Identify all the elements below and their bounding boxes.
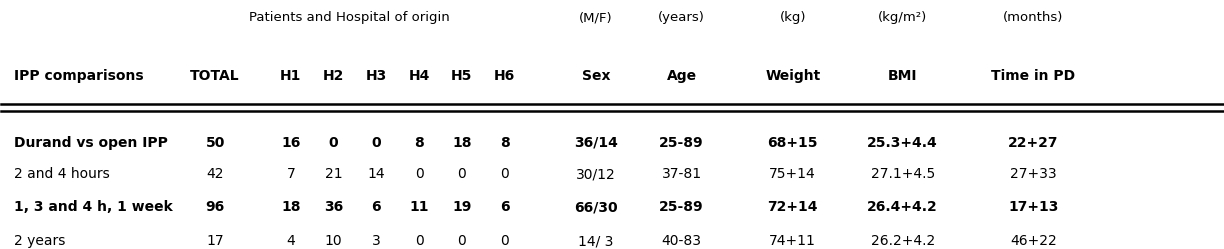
Text: 66/30: 66/30 [574,200,618,214]
Text: 0: 0 [329,136,338,150]
Text: (kg): (kg) [780,11,805,24]
Text: 7: 7 [286,167,295,182]
Text: Patients and Hospital of origin: Patients and Hospital of origin [248,11,449,24]
Text: 6: 6 [372,200,381,214]
Text: 0: 0 [415,167,424,182]
Text: 4: 4 [286,235,295,249]
Text: 8: 8 [499,136,509,150]
Text: (years): (years) [659,11,705,24]
Text: IPP comparisons: IPP comparisons [13,68,143,82]
Text: 72+14: 72+14 [767,200,818,214]
Text: Durand vs open IPP: Durand vs open IPP [13,136,168,150]
Text: 26.4+4.2: 26.4+4.2 [868,200,938,214]
Text: 0: 0 [458,235,466,249]
Text: 18: 18 [452,136,471,150]
Text: H1: H1 [280,68,301,82]
Text: 0: 0 [458,167,466,182]
Text: 40-83: 40-83 [662,235,701,249]
Text: 0: 0 [501,235,509,249]
Text: 3: 3 [372,235,381,249]
Text: 50: 50 [206,136,225,150]
Text: H4: H4 [409,68,430,82]
Text: 14/ 3: 14/ 3 [579,235,613,249]
Text: (months): (months) [1004,11,1064,24]
Text: 8: 8 [414,136,424,150]
Text: 36/14: 36/14 [574,136,618,150]
Text: 74+11: 74+11 [770,235,816,249]
Text: (kg/m²): (kg/m²) [878,11,928,24]
Text: TOTAL: TOTAL [190,68,240,82]
Text: 0: 0 [415,235,424,249]
Text: 46+22: 46+22 [1010,235,1056,249]
Text: 17: 17 [207,235,224,249]
Text: 1, 3 and 4 h, 1 week: 1, 3 and 4 h, 1 week [13,200,173,214]
Text: 16: 16 [282,136,301,150]
Text: 36: 36 [324,200,343,214]
Text: 26.2+4.2: 26.2+4.2 [870,235,935,249]
Text: 10: 10 [324,235,343,249]
Text: 17+13: 17+13 [1009,200,1059,214]
Text: 2 years: 2 years [13,235,65,249]
Text: H5: H5 [452,68,472,82]
Text: 19: 19 [452,200,471,214]
Text: 2 and 4 hours: 2 and 4 hours [13,167,109,182]
Text: 42: 42 [207,167,224,182]
Text: H6: H6 [494,68,515,82]
Text: Sex: Sex [581,68,611,82]
Text: 25.3+4.4: 25.3+4.4 [868,136,938,150]
Text: Weight: Weight [765,68,820,82]
Text: 0: 0 [501,167,509,182]
Text: 27+33: 27+33 [1010,167,1056,182]
Text: 6: 6 [499,200,509,214]
Text: 68+15: 68+15 [767,136,818,150]
Text: 30/12: 30/12 [577,167,616,182]
Text: 27.1+4.5: 27.1+4.5 [870,167,935,182]
Text: 14: 14 [367,167,386,182]
Text: H2: H2 [323,68,344,82]
Text: BMI: BMI [887,68,918,82]
Text: 21: 21 [324,167,343,182]
Text: Time in PD: Time in PD [991,68,1076,82]
Text: 37-81: 37-81 [661,167,701,182]
Text: 0: 0 [372,136,381,150]
Text: 25-89: 25-89 [660,200,704,214]
Text: 96: 96 [206,200,225,214]
Text: H3: H3 [366,68,387,82]
Text: (M/F): (M/F) [579,11,613,24]
Text: 22+27: 22+27 [1009,136,1059,150]
Text: 25-89: 25-89 [660,136,704,150]
Text: 75+14: 75+14 [770,167,816,182]
Text: 18: 18 [282,200,301,214]
Text: Age: Age [667,68,696,82]
Text: 11: 11 [409,200,428,214]
